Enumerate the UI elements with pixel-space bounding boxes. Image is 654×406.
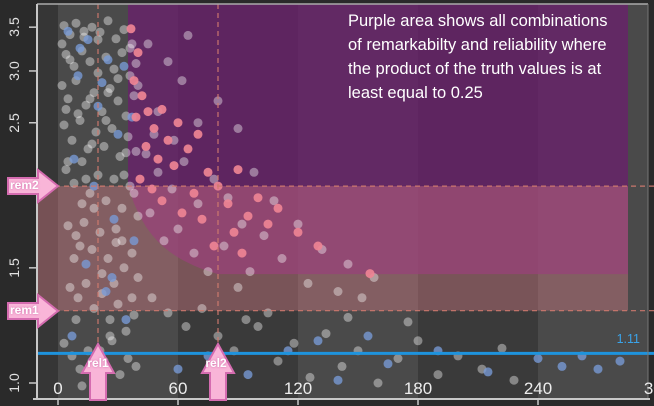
purple-region: [128, 4, 628, 275]
x-tick-label: 180: [403, 379, 433, 398]
rel1-arrow-label: rel1: [87, 356, 109, 370]
x-tick-label: 0: [53, 379, 63, 398]
annotation-line: of remarkabilty and reliability where: [348, 36, 607, 54]
x-tick-label: 120: [283, 379, 313, 398]
y-tick-label: 1.5: [6, 258, 22, 278]
x-tick-label: 300: [643, 379, 654, 398]
annotation-line: the product of the truth values is at: [348, 60, 602, 78]
y-tick-label: 3.0: [6, 61, 22, 81]
y-tick-label: 1.0: [6, 373, 22, 393]
rem1-arrow-label: rem1: [10, 303, 39, 317]
series-observations-highlighted: [126, 24, 375, 279]
rel2-arrow-label: rel2: [205, 356, 227, 370]
annotation-line: least equal to 0.25: [348, 84, 483, 102]
blue-line-value-label: 1.11: [616, 332, 640, 346]
x-tick-label: 60: [168, 379, 188, 398]
rem2-arrow-icon: [7, 167, 60, 205]
rem1-arrow-icon: [7, 292, 60, 330]
x-tick-label: 240: [523, 379, 553, 398]
salmon-band: [37, 186, 628, 311]
rel2-arrow-icon: [200, 341, 236, 401]
annotation-text: Purple area shows all combinations of re…: [348, 9, 648, 105]
rel1-arrow-icon: [80, 341, 116, 401]
y-tick-label: 2.5: [6, 113, 22, 133]
y-tick-label: 3.5: [6, 17, 22, 37]
annotation-line: Purple area shows all combinations: [348, 12, 608, 30]
plot-area: [37, 4, 648, 399]
rem2-arrow-label: rem2: [10, 178, 39, 192]
